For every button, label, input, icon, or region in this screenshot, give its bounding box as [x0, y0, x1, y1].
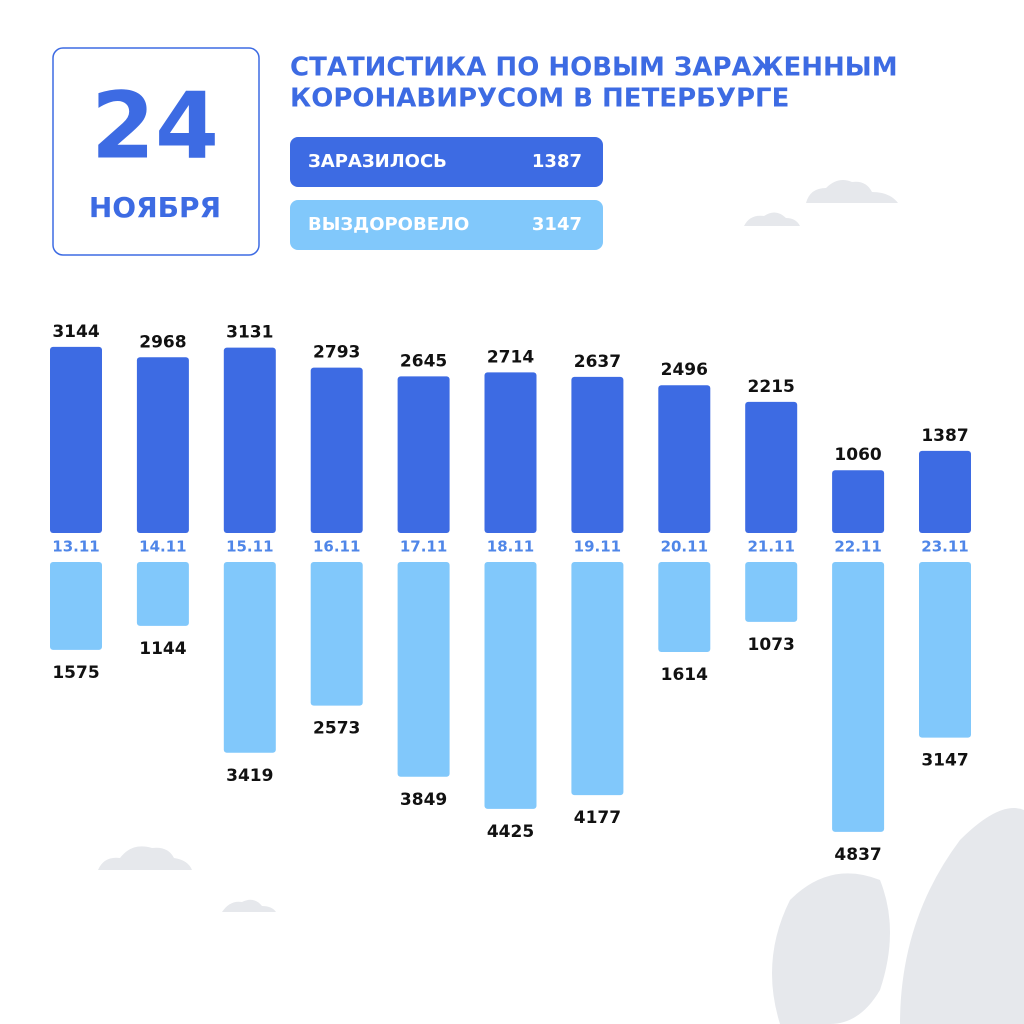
bar: [484, 562, 537, 809]
bar: [397, 376, 450, 533]
value-label: 4837: [834, 845, 881, 865]
bar: [310, 562, 363, 706]
bar: [658, 562, 711, 653]
bar: [223, 347, 276, 533]
value-label: 3144: [52, 322, 99, 342]
x-tick-label: 14.11: [139, 538, 186, 556]
x-tick-label: 22.11: [834, 538, 881, 556]
bar: [658, 385, 711, 533]
value-label: 1575: [52, 663, 99, 683]
legend-label: ВЫЗДОРОВЕЛО: [308, 214, 469, 235]
bar: [484, 372, 537, 533]
legend-label: ЗАРАЗИЛОСЬ: [308, 151, 447, 172]
legend-box: [290, 200, 603, 250]
x-tick-label: 23.11: [921, 538, 968, 556]
value-label: 3131: [226, 323, 273, 343]
value-label: 4177: [574, 808, 621, 828]
chart-title: КОРОНАВИРУСОМ В ПЕТЕРБУРГЕ: [290, 84, 789, 114]
value-label: 1073: [748, 635, 795, 655]
date-box: [52, 47, 260, 256]
x-tick-label: 19.11: [574, 538, 621, 556]
bar: [50, 346, 102, 533]
legend-box: [290, 137, 603, 187]
value-label: 4425: [487, 822, 534, 842]
value-label: 1387: [921, 426, 968, 446]
x-tick-label: 20.11: [661, 538, 708, 556]
legend-value: 3147: [532, 214, 582, 235]
value-label: 2496: [661, 360, 708, 380]
x-tick-label: 18.11: [487, 538, 534, 556]
bar: [832, 470, 885, 533]
value-label: 1060: [834, 445, 881, 465]
value-label: 2714: [487, 347, 534, 367]
bar: [136, 562, 189, 626]
value-label: 2637: [574, 352, 621, 372]
x-tick-label: 15.11: [226, 538, 273, 556]
value-label: 3419: [226, 766, 273, 786]
bar: [223, 562, 276, 753]
date-day: 24: [91, 72, 219, 179]
x-tick-label: 16.11: [313, 538, 360, 556]
date-month: НОЯБРЯ: [89, 191, 221, 224]
x-tick-label: 21.11: [747, 538, 794, 556]
chart-title: СТАТИСТИКА ПО НОВЫМ ЗАРАЖЕННЫМ: [290, 53, 898, 83]
value-label: 2968: [139, 332, 186, 352]
decor-clouds: [98, 180, 1024, 1024]
bar: [310, 367, 363, 533]
bar: [136, 357, 189, 533]
legend-value: 1387: [532, 151, 582, 172]
value-label: 2573: [313, 719, 360, 739]
bar: [745, 401, 798, 533]
value-label: 3147: [921, 751, 968, 771]
value-label: 2793: [313, 343, 360, 363]
x-tick-label: 17.11: [400, 538, 447, 556]
bar: [919, 450, 971, 533]
value-label: 2215: [748, 377, 795, 397]
bar: [571, 376, 624, 533]
bar: [571, 562, 624, 796]
value-label: 1144: [139, 639, 186, 659]
value-label: 3849: [400, 790, 447, 810]
value-label: 2645: [400, 351, 447, 371]
bar: [919, 562, 971, 738]
bar: [50, 562, 102, 650]
bar: [745, 562, 798, 622]
value-label: 1614: [661, 665, 708, 685]
bar: [832, 562, 885, 832]
bar: [397, 562, 450, 777]
x-tick-label: 13.11: [52, 538, 99, 556]
